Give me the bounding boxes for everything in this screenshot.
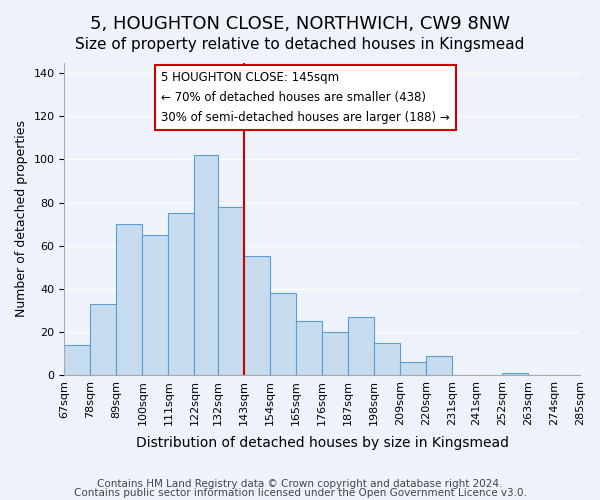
Bar — [270, 293, 296, 375]
Bar — [91, 304, 116, 375]
Bar — [244, 256, 270, 375]
Bar — [374, 342, 400, 375]
Bar — [142, 235, 169, 375]
Text: Contains HM Land Registry data © Crown copyright and database right 2024.: Contains HM Land Registry data © Crown c… — [97, 479, 503, 489]
Text: Contains public sector information licensed under the Open Government Licence v3: Contains public sector information licen… — [74, 488, 526, 498]
Text: 5 HOUGHTON CLOSE: 145sqm
← 70% of detached houses are smaller (438)
30% of semi-: 5 HOUGHTON CLOSE: 145sqm ← 70% of detach… — [161, 71, 450, 124]
Y-axis label: Number of detached properties: Number of detached properties — [15, 120, 28, 317]
Bar — [194, 155, 218, 375]
Bar — [502, 372, 528, 375]
Text: 5, HOUGHTON CLOSE, NORTHWICH, CW9 8NW: 5, HOUGHTON CLOSE, NORTHWICH, CW9 8NW — [90, 15, 510, 33]
Bar — [116, 224, 142, 375]
Bar — [400, 362, 426, 375]
Bar — [169, 214, 194, 375]
Bar — [296, 321, 322, 375]
Bar — [322, 332, 348, 375]
Bar — [218, 207, 244, 375]
Bar — [64, 344, 91, 375]
Bar — [348, 316, 374, 375]
Bar — [426, 356, 452, 375]
Text: Size of property relative to detached houses in Kingsmead: Size of property relative to detached ho… — [76, 38, 524, 52]
X-axis label: Distribution of detached houses by size in Kingsmead: Distribution of detached houses by size … — [136, 436, 509, 450]
